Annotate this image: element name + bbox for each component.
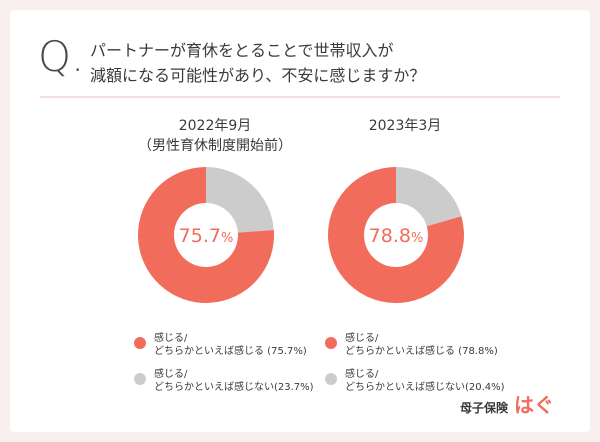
survey-card: Q. パートナーが育休をとることで世帯収入が 減額になる可能性があり、不安に感じ… <box>10 10 590 432</box>
legend-label-no: 感じる/ どちらかといえば感じない(23.7%) <box>154 369 314 393</box>
chart-title-2022: 2022年9月 <box>178 118 252 134</box>
legend-label-yes: 感じる/ どちらかといえば感じる (78.8%) <box>345 333 498 357</box>
slice-no <box>396 167 462 227</box>
legend-dot-no <box>134 373 146 385</box>
center-label: 75.7% <box>179 225 234 247</box>
legend-label-no: 感じる/ どちらかといえば感じない(20.4%) <box>345 369 505 393</box>
legend-label-yes: 感じる/ どちらかといえば感じる (75.7%) <box>154 333 307 357</box>
legend-dot-yes <box>325 337 337 349</box>
brand: 母子保険 はぐ <box>460 389 554 418</box>
donut-chart-2022: 75.7% <box>138 167 274 303</box>
slice-no <box>206 167 274 233</box>
legend-dot-no <box>325 373 337 385</box>
slice-yes <box>138 167 274 303</box>
legend-item-no: 感じる/ どちらかといえば感じない(23.7%) <box>134 368 324 394</box>
question-text: パートナーが育休をとることで世帯収入が 減額になる可能性があり、不安に感じますか… <box>90 41 426 85</box>
brand-logo: はぐ <box>514 393 554 417</box>
donut-chart-2023: 78.8% <box>328 167 464 303</box>
legend-item-yes: 感じる/ どちらかといえば感じる (75.7%) <box>134 332 324 358</box>
question-mark: Q. <box>38 32 85 81</box>
slice-yes <box>328 167 464 303</box>
chart-title-2023: 2023年3月 <box>368 118 442 134</box>
legend-item-yes: 感じる/ どちらかといえば感じる (78.8%) <box>325 332 525 358</box>
chart-subtitle-2022: （男性育休制度開始前） <box>138 138 292 154</box>
legend-dot-yes <box>134 337 146 349</box>
brand-name: 母子保険 <box>459 401 508 415</box>
legend-item-no: 感じる/ どちらかといえば感じない(20.4%) <box>325 368 525 394</box>
legend-2022: 感じる/ どちらかといえば感じる (75.7%) 感じる/ どちらかといえば感じ… <box>134 332 324 404</box>
legend-2023: 感じる/ どちらかといえば感じる (78.8%) 感じる/ どちらかといえば感じ… <box>325 332 525 404</box>
divider <box>40 96 560 98</box>
center-label: 78.8% <box>369 225 424 247</box>
